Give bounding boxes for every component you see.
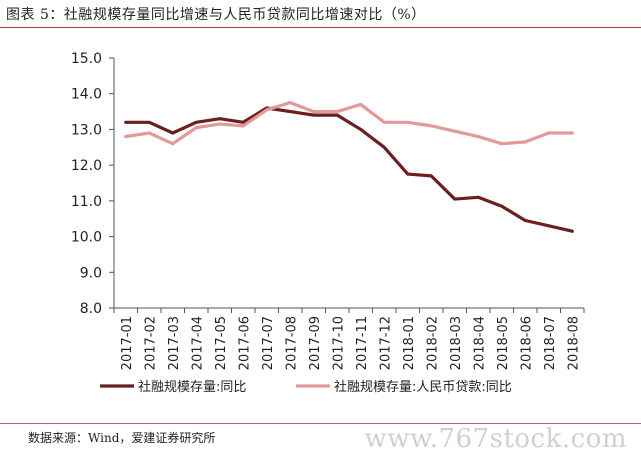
series-1-point (406, 172, 410, 176)
y-tick-label: 13.0 (71, 122, 102, 138)
y-tick-label: 15.0 (71, 51, 102, 67)
x-tick-label: 2017-03 (167, 316, 182, 370)
series-1-point (476, 195, 480, 199)
watermark: www.767stock.com (364, 424, 627, 454)
source-note: 数据来源：Wind，爱建证券研究所 (28, 431, 216, 445)
footer-divider (0, 423, 641, 424)
series-1-point (570, 229, 574, 233)
series-1-point (523, 219, 527, 222)
x-tick-label: 2017-05 (214, 316, 229, 370)
x-tick-label: 2017-10 (331, 316, 346, 370)
x-tick-label: 2017-04 (190, 316, 205, 370)
series-2-point (429, 124, 433, 128)
x-tick-label: 2018-08 (566, 316, 581, 370)
y-tick-label: 12.0 (71, 158, 102, 174)
series-line-2 (124, 101, 574, 146)
x-axis: 2017-01 2017-02 2017-03 2017-04 2017-05 2017-… (113, 307, 585, 370)
series-2-point (547, 131, 551, 135)
legend-label-2: 社融规模存量:人民币贷款:同比 (334, 379, 512, 395)
series-1-point (359, 128, 363, 131)
series-2-point (171, 142, 175, 146)
x-tick-label: 2017-09 (308, 316, 323, 370)
x-tick-label: 2017-01 (120, 316, 135, 370)
series-1-point (194, 120, 198, 124)
x-tick-label: 2018-05 (496, 316, 511, 370)
x-tick-label: 2017-02 (143, 316, 158, 370)
series-layer (124, 101, 574, 233)
y-tick-label: 9.0 (80, 265, 102, 281)
series-1-point (547, 224, 551, 228)
x-tick-label: 2017-08 (284, 316, 299, 370)
series-1-point (312, 113, 316, 117)
series-2-point (194, 126, 198, 130)
series-1-point (171, 131, 175, 135)
line-chart: 8.09.010.011.012.013.014.015.0 2017-01 20… (71, 51, 585, 395)
series-2-point (359, 103, 363, 106)
y-axis: 8.0 9.0 10.0 11.0 12.0 13.0 14.0 15.0 (71, 51, 115, 317)
x-tick-label: 2017-07 (261, 316, 276, 370)
y-tick-label: 8.0 (80, 301, 102, 317)
x-tick-label: 2018-03 (449, 316, 464, 370)
series-1-point (453, 197, 457, 201)
series-2-point (476, 135, 480, 138)
x-tick-label: 2018-04 (472, 316, 487, 370)
series-1-point (382, 145, 386, 149)
legend: 社融规模存量:同比 社融规模存量:人民币贷款:同比 (100, 379, 512, 395)
y-tick-label: 14.0 (71, 87, 102, 103)
x-tick-label: 2017-06 (237, 316, 252, 370)
series-1-point (241, 120, 245, 124)
figure-title: 图表 5：社融规模存量同比增速与人民币贷款同比增速对比（%） (6, 7, 426, 23)
x-tick-label: 2017-12 (378, 316, 393, 370)
series-2-point (147, 131, 151, 135)
series-1-point (218, 117, 222, 121)
y-tick-label: 10.0 (71, 230, 102, 246)
series-2-point (335, 110, 339, 113)
x-tick-label: 2018-01 (402, 316, 417, 370)
x-tick-label: 2018-02 (425, 316, 440, 370)
series-1-point (429, 174, 433, 178)
series-1-point (335, 113, 339, 117)
series-2-point (523, 140, 527, 144)
x-tick-label: 2018-06 (519, 316, 534, 370)
series-2-point (570, 131, 574, 135)
series-1-point (147, 120, 151, 124)
x-tick-label: 2017-11 (355, 316, 370, 370)
series-2-point (453, 129, 457, 133)
series-2-point (218, 122, 222, 126)
series-1-point (124, 120, 128, 124)
series-2-point (241, 124, 245, 128)
series-2-point (288, 101, 292, 105)
series-line-1 (124, 106, 574, 233)
series-2-point (124, 135, 128, 138)
series-2-point (265, 108, 269, 112)
series-2-point (312, 110, 316, 113)
series-2-point (406, 120, 410, 124)
x-tick-label: 2018-07 (543, 316, 558, 370)
series-1-point (288, 110, 292, 113)
series-2-point (382, 120, 386, 124)
series-2-point (500, 142, 504, 146)
y-tick-label: 11.0 (71, 194, 102, 210)
title-divider (0, 27, 641, 28)
series-1-point (500, 204, 504, 208)
legend-label-1: 社融规模存量:同比 (138, 379, 246, 395)
